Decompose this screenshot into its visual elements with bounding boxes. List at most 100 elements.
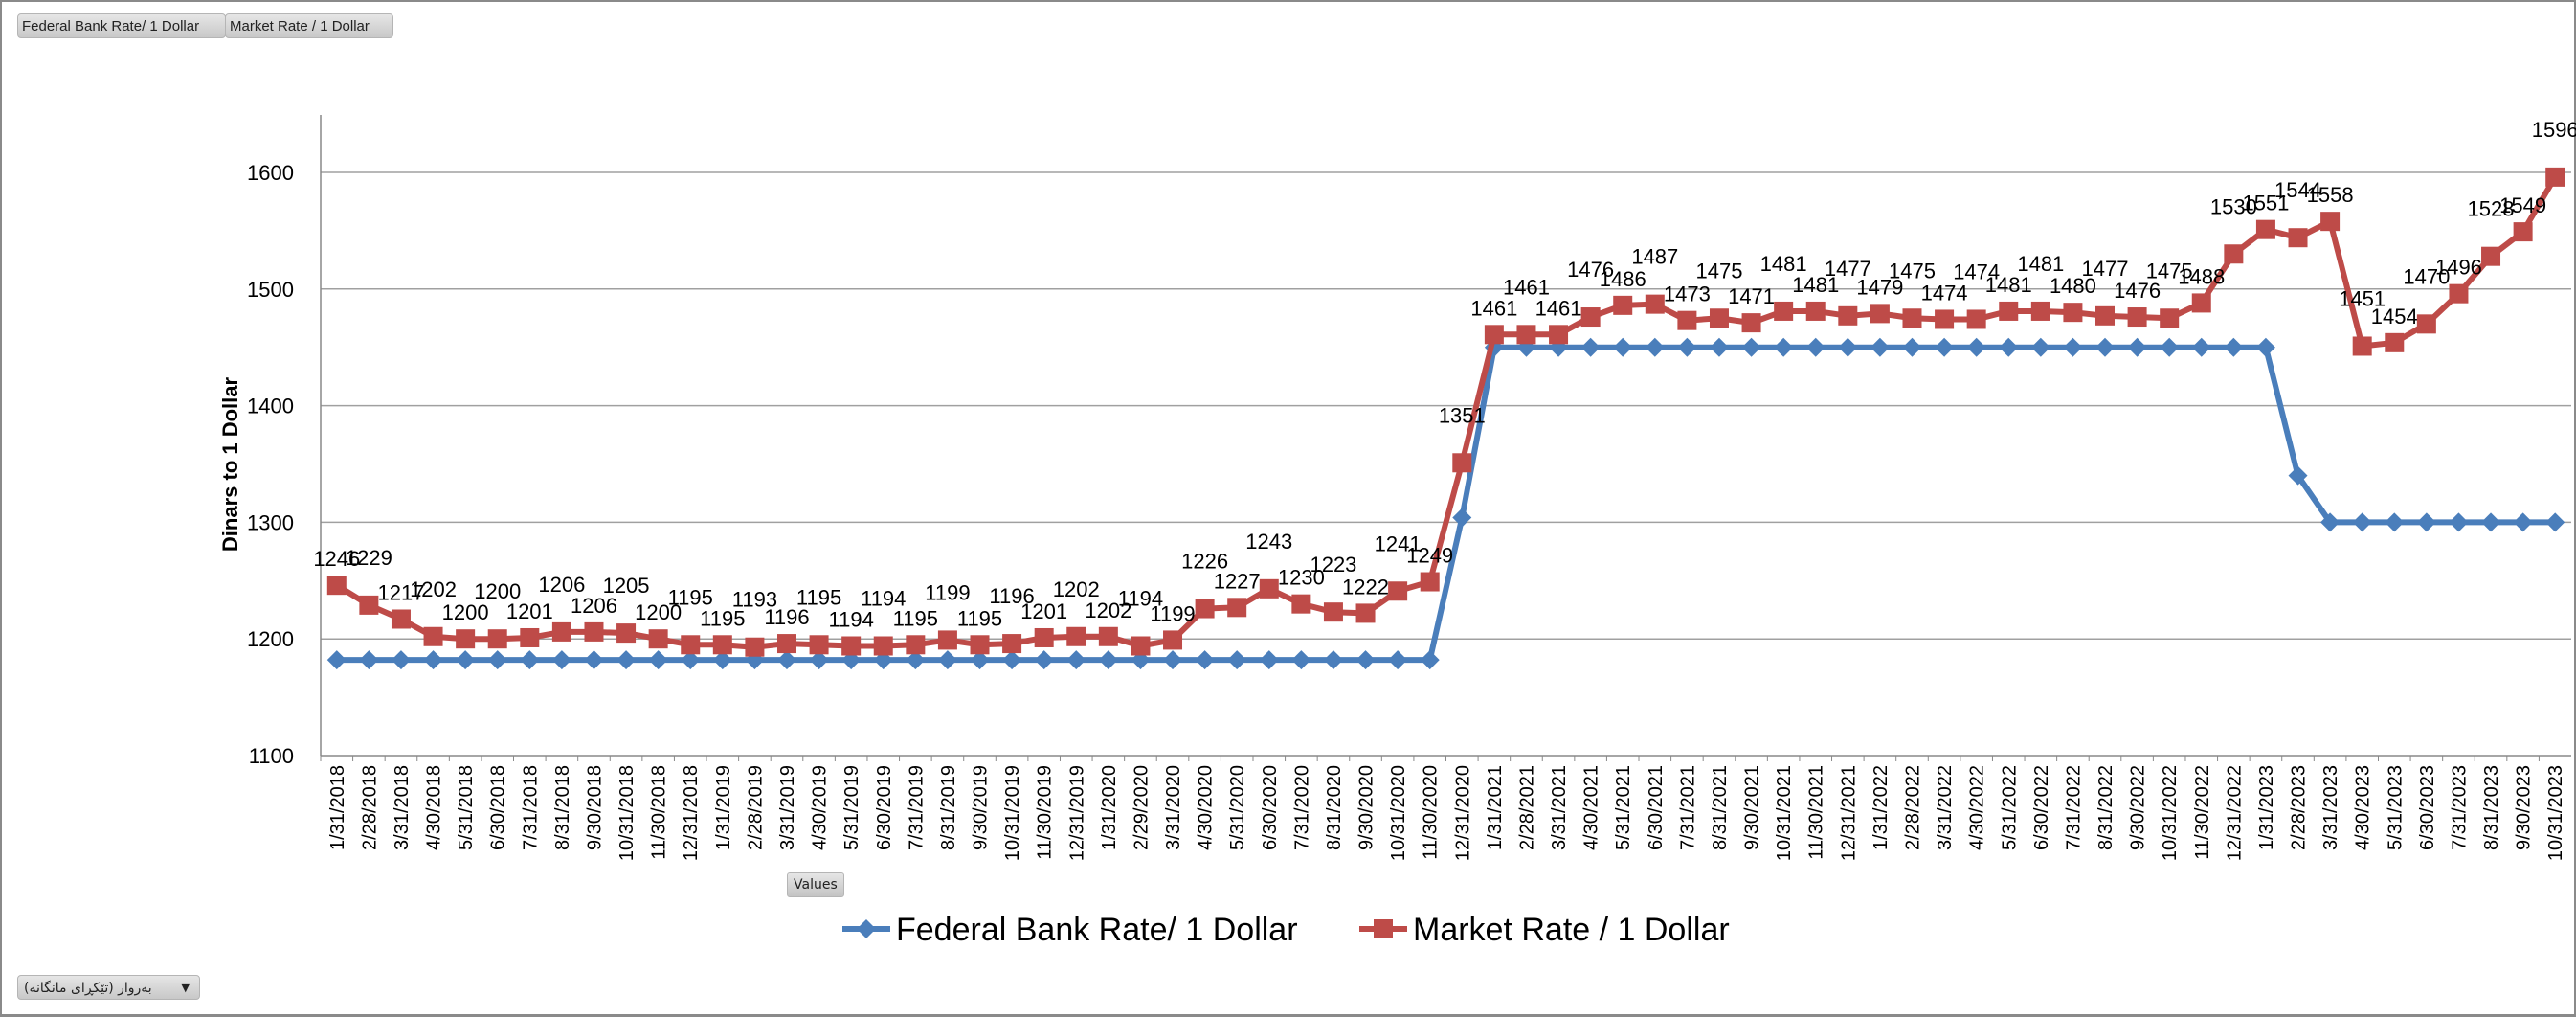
y-tick-label: 1500 [247,278,294,302]
x-tick-label: 7/31/2019 [906,765,927,850]
data-label: 1200 [474,579,521,603]
data-point [1259,578,1279,599]
data-point [2255,337,2275,357]
x-tick-label: 10/31/2020 [1388,765,1409,861]
x-tick-label: 8/31/2020 [1324,765,1345,850]
data-point [487,650,507,670]
x-tick-label: 7/31/2018 [520,765,541,850]
data-label: 1481 [1760,252,1807,276]
data-point [1484,325,1504,345]
data-point [456,650,476,670]
data-point [809,650,829,670]
data-point [2320,212,2341,232]
data-label: 1229 [346,546,392,570]
legend-label: Market Rate / 1 Dollar [1413,912,1730,948]
x-tick-label: 9/30/2019 [971,765,992,850]
x-tick-label: 12/31/2021 [1838,765,1859,861]
data-point [1580,307,1601,328]
data-label: 1480 [2050,274,2096,298]
data-label: 1193 [732,588,777,612]
data-label: 1249 [1406,544,1453,568]
data-label: 1206 [571,594,617,618]
data-label: 1196 [764,605,809,629]
data-label: 1241 [1375,531,1422,555]
data-point [1580,337,1601,357]
data-point [1999,301,2019,321]
x-tick-label: 6/30/2021 [1646,765,1667,850]
data-point [1420,650,1440,670]
data-point [681,650,701,670]
filter-button-federal-rate[interactable]: Federal Bank Rate/ 1 Dollar [17,13,226,38]
values-field-button[interactable]: Values [787,872,844,897]
x-tick-label: 5/31/2023 [2385,765,2406,850]
legend-diamond-icon [857,919,876,938]
data-point [2449,512,2469,532]
data-label: 1195 [893,606,938,630]
x-tick-label: 6/30/2019 [874,765,895,850]
date-dropdown[interactable]: بەروار (تێکڕای مانگانە) ▼ [17,975,200,1000]
data-point [1420,572,1440,592]
x-tick-label: 12/31/2020 [1452,765,1473,861]
filter-button-market-rate[interactable]: Market Rate / 1 Dollar [225,13,393,38]
data-point [970,635,990,655]
x-tick-label: 5/31/2018 [456,765,477,850]
data-point [423,650,443,670]
data-point [1549,325,1569,345]
series-market-rate: 1246122912171202120012001201120612061205… [313,118,2576,657]
x-tick-label: 10/31/2019 [1002,765,1023,861]
y-tick-label: 1400 [247,395,294,418]
data-point [1709,308,1729,328]
data-point [2063,337,2083,357]
data-label: 1196 [989,584,1034,608]
x-tick-label: 5/31/2020 [1227,765,1248,850]
data-point [1966,309,1986,329]
data-point [1034,650,1054,670]
data-point [2030,301,2050,321]
data-label: 1243 [1245,530,1292,554]
data-point [2385,332,2405,352]
data-label: 1246 [313,547,360,571]
x-tick-label: 1/31/2020 [1099,765,1120,850]
data-point [1838,305,1858,326]
data-point [1709,337,1729,357]
date-dropdown-value: بەروار (تێکڕای مانگانە) [24,981,152,996]
series-line [336,344,2556,664]
data-point [1645,337,1665,357]
data-label: 1230 [1278,566,1325,590]
x-tick-label: 12/31/2022 [2224,765,2245,861]
data-label: 1194 [829,608,874,632]
data-label: 1475 [2146,259,2193,282]
data-label: 1195 [796,585,841,609]
series-line [335,175,2558,650]
data-label: 1488 [2178,264,2225,288]
data-point [1805,337,1826,357]
data-point [1163,650,1183,670]
data-point [1388,650,1408,670]
data-point [1291,594,1311,614]
data-label: 1351 [1439,403,1486,427]
data-point [1355,603,1376,623]
x-tick-label: 7/31/2021 [1677,765,1698,850]
x-tick-label: 5/31/2022 [1999,765,2020,850]
data-label: 1222 [1342,575,1389,599]
data-label: 1496 [2435,256,2482,280]
data-label: 1200 [442,600,489,624]
x-tick-label: 2/28/2022 [1902,765,1923,850]
data-point [970,650,990,670]
data-point [1677,310,1697,330]
data-point [2352,512,2372,532]
x-tick-label: 12/31/2018 [681,765,702,861]
data-point [681,635,701,655]
data-point [1034,627,1054,647]
data-label: 1201 [1020,599,1067,623]
data-point [2095,305,2116,326]
data-point [2320,512,2341,532]
data-label: 1194 [1118,587,1163,611]
data-label: 1199 [925,580,970,604]
data-label: 1481 [1985,273,2032,297]
data-point [1098,650,1118,670]
data-point [1323,602,1343,622]
data-point [1195,599,1215,619]
x-tick-label: 2/28/2019 [745,765,766,850]
x-tick-label: 1/31/2022 [1870,765,1892,850]
